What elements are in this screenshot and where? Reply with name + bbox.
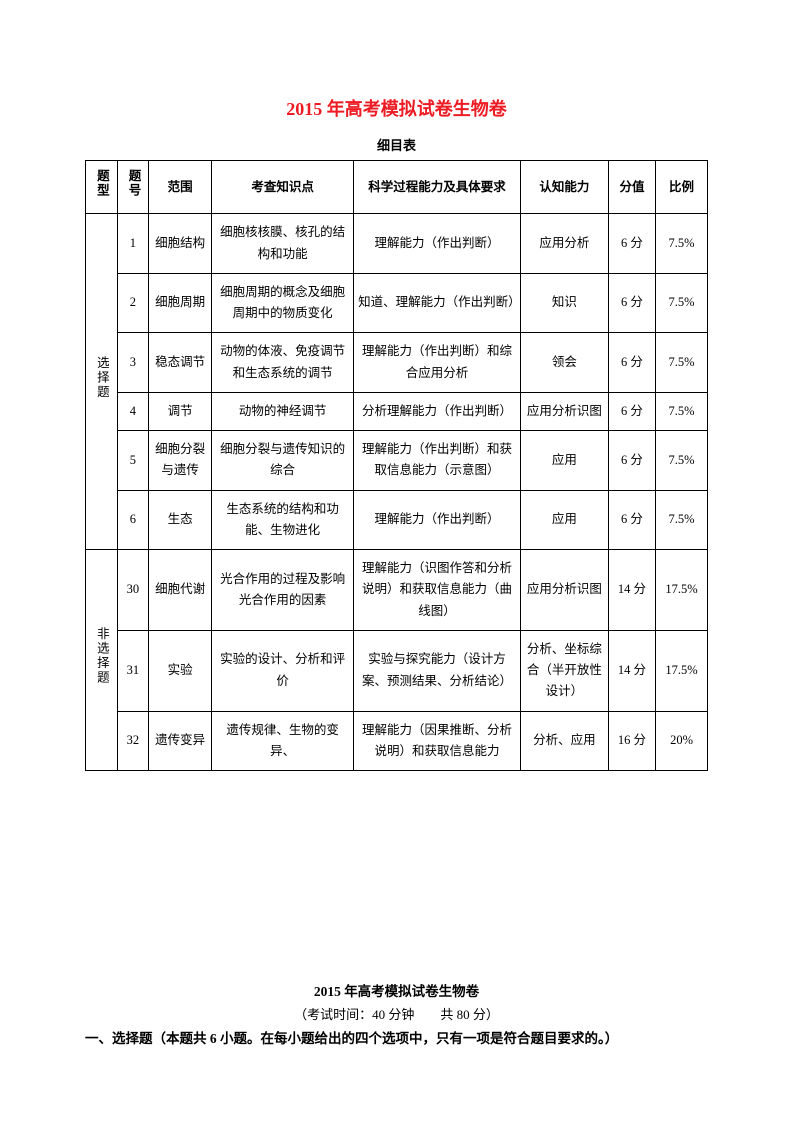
cell-scope: 细胞代谢 — [149, 550, 212, 631]
header-type: 题型 — [86, 161, 118, 214]
cell-score: 14 分 — [608, 550, 655, 631]
cell-ratio: 20% — [656, 711, 708, 771]
cell-ratio: 7.5% — [656, 333, 708, 393]
cell-ability: 分析理解能力（作出判断） — [354, 392, 521, 430]
cell-knowledge: 细胞周期的概念及细胞周期中的物质变化 — [212, 273, 354, 333]
table-row: 非选择题30细胞代谢光合作用的过程及影响光合作用的因素理解能力（识图作答和分析说… — [86, 550, 708, 631]
cell-ability: 理解能力（作出判断）和获取信息能力（示意图） — [354, 431, 521, 491]
footer-section: 2015 年高考模拟试卷生物卷 （考试时间：40 分钟 共 80 分） 一、选择… — [85, 980, 708, 1047]
cell-cognition: 领会 — [520, 333, 608, 393]
table-row: 32遗传变异遗传规律、生物的变异、理解能力（因果推断、分析说明）和获取信息能力分… — [86, 711, 708, 771]
cell-num: 4 — [117, 392, 149, 430]
document-subtitle: 细目表 — [85, 135, 708, 154]
cell-num: 5 — [117, 431, 149, 491]
cell-cognition: 应用 — [520, 490, 608, 550]
cell-knowledge: 动物的体液、免疫调节和生态系统的调节 — [212, 333, 354, 393]
cell-num: 2 — [117, 273, 149, 333]
footer-title: 2015 年高考模拟试卷生物卷 — [85, 980, 708, 1000]
cell-num: 32 — [117, 711, 149, 771]
cell-num: 1 — [117, 214, 149, 274]
cell-num: 3 — [117, 333, 149, 393]
cell-cognition: 分析、坐标综合（半开放性设计） — [520, 630, 608, 711]
cell-scope: 细胞周期 — [149, 273, 212, 333]
cell-ratio: 7.5% — [656, 214, 708, 274]
cell-ratio: 7.5% — [656, 490, 708, 550]
table-row: 2细胞周期细胞周期的概念及细胞周期中的物质变化知道、理解能力（作出判断）知识6 … — [86, 273, 708, 333]
cell-num: 30 — [117, 550, 149, 631]
cell-score: 6 分 — [608, 273, 655, 333]
cell-cognition: 应用分析识图 — [520, 550, 608, 631]
cell-ratio: 17.5% — [656, 550, 708, 631]
cell-ratio: 7.5% — [656, 273, 708, 333]
cell-cognition: 分析、应用 — [520, 711, 608, 771]
cell-cognition: 知识 — [520, 273, 608, 333]
cell-ratio: 17.5% — [656, 630, 708, 711]
header-scope: 范围 — [149, 161, 212, 214]
cell-num: 31 — [117, 630, 149, 711]
cell-cognition: 应用 — [520, 431, 608, 491]
header-num: 题号 — [117, 161, 149, 214]
header-ratio: 比例 — [656, 161, 708, 214]
cell-score: 6 分 — [608, 333, 655, 393]
cell-knowledge: 光合作用的过程及影响光合作用的因素 — [212, 550, 354, 631]
cell-score: 6 分 — [608, 392, 655, 430]
table-row: 31实验实验的设计、分析和评价实验与探究能力（设计方案、预测结果、分析结论）分析… — [86, 630, 708, 711]
cell-score: 14 分 — [608, 630, 655, 711]
table-row: 选择题1细胞结构细胞核核膜、核孔的结构和功能理解能力（作出判断）应用分析6 分7… — [86, 214, 708, 274]
cell-ability: 理解能力（因果推断、分析说明）和获取信息能力 — [354, 711, 521, 771]
cell-score: 6 分 — [608, 431, 655, 491]
cell-scope: 细胞结构 — [149, 214, 212, 274]
cell-num: 6 — [117, 490, 149, 550]
detail-table: 题型 题号 范围 考查知识点 科学过程能力及具体要求 认知能力 分值 比例 选择… — [85, 160, 708, 771]
cell-scope: 实验 — [149, 630, 212, 711]
header-score: 分值 — [608, 161, 655, 214]
table-header-row: 题型 题号 范围 考查知识点 科学过程能力及具体要求 认知能力 分值 比例 — [86, 161, 708, 214]
table-row: 5细胞分裂与遗传细胞分裂与遗传知识的综合理解能力（作出判断）和获取信息能力（示意… — [86, 431, 708, 491]
cell-ratio: 7.5% — [656, 431, 708, 491]
document-title: 2015 年高考模拟试卷生物卷 — [85, 95, 708, 121]
cell-ability: 理解能力（作出判断）和综合应用分析 — [354, 333, 521, 393]
header-knowledge: 考查知识点 — [212, 161, 354, 214]
header-cognition: 认知能力 — [520, 161, 608, 214]
cell-scope: 生态 — [149, 490, 212, 550]
cell-ratio: 7.5% — [656, 392, 708, 430]
cell-scope: 调节 — [149, 392, 212, 430]
cell-knowledge: 动物的神经调节 — [212, 392, 354, 430]
cell-knowledge: 生态系统的结构和功能、生物进化 — [212, 490, 354, 550]
cell-ability: 理解能力（识图作答和分析说明）和获取信息能力（曲线图） — [354, 550, 521, 631]
footer-info: （考试时间：40 分钟 共 80 分） — [85, 1004, 708, 1023]
cell-cognition: 应用分析识图 — [520, 392, 608, 430]
cell-ability: 理解能力（作出判断） — [354, 214, 521, 274]
cell-knowledge: 实验的设计、分析和评价 — [212, 630, 354, 711]
cell-knowledge: 遗传规律、生物的变异、 — [212, 711, 354, 771]
cell-ability: 知道、理解能力（作出判断） — [354, 273, 521, 333]
cell-scope: 细胞分裂与遗传 — [149, 431, 212, 491]
cell-type: 非选择题 — [86, 550, 118, 771]
cell-score: 16 分 — [608, 711, 655, 771]
cell-type: 选择题 — [86, 214, 118, 550]
cell-score: 6 分 — [608, 214, 655, 274]
section-heading: 一、选择题（本题共 6 小题。在每小题给出的四个选项中，只有一项是符合题目要求的… — [85, 1027, 708, 1047]
cell-scope: 稳态调节 — [149, 333, 212, 393]
header-ability: 科学过程能力及具体要求 — [354, 161, 521, 214]
cell-cognition: 应用分析 — [520, 214, 608, 274]
cell-score: 6 分 — [608, 490, 655, 550]
table-row: 4调节动物的神经调节分析理解能力（作出判断）应用分析识图6 分7.5% — [86, 392, 708, 430]
cell-knowledge: 细胞分裂与遗传知识的综合 — [212, 431, 354, 491]
cell-scope: 遗传变异 — [149, 711, 212, 771]
cell-ability: 实验与探究能力（设计方案、预测结果、分析结论） — [354, 630, 521, 711]
table-row: 3稳态调节动物的体液、免疫调节和生态系统的调节理解能力（作出判断）和综合应用分析… — [86, 333, 708, 393]
cell-ability: 理解能力（作出判断） — [354, 490, 521, 550]
table-row: 6生态生态系统的结构和功能、生物进化理解能力（作出判断）应用6 分7.5% — [86, 490, 708, 550]
cell-knowledge: 细胞核核膜、核孔的结构和功能 — [212, 214, 354, 274]
